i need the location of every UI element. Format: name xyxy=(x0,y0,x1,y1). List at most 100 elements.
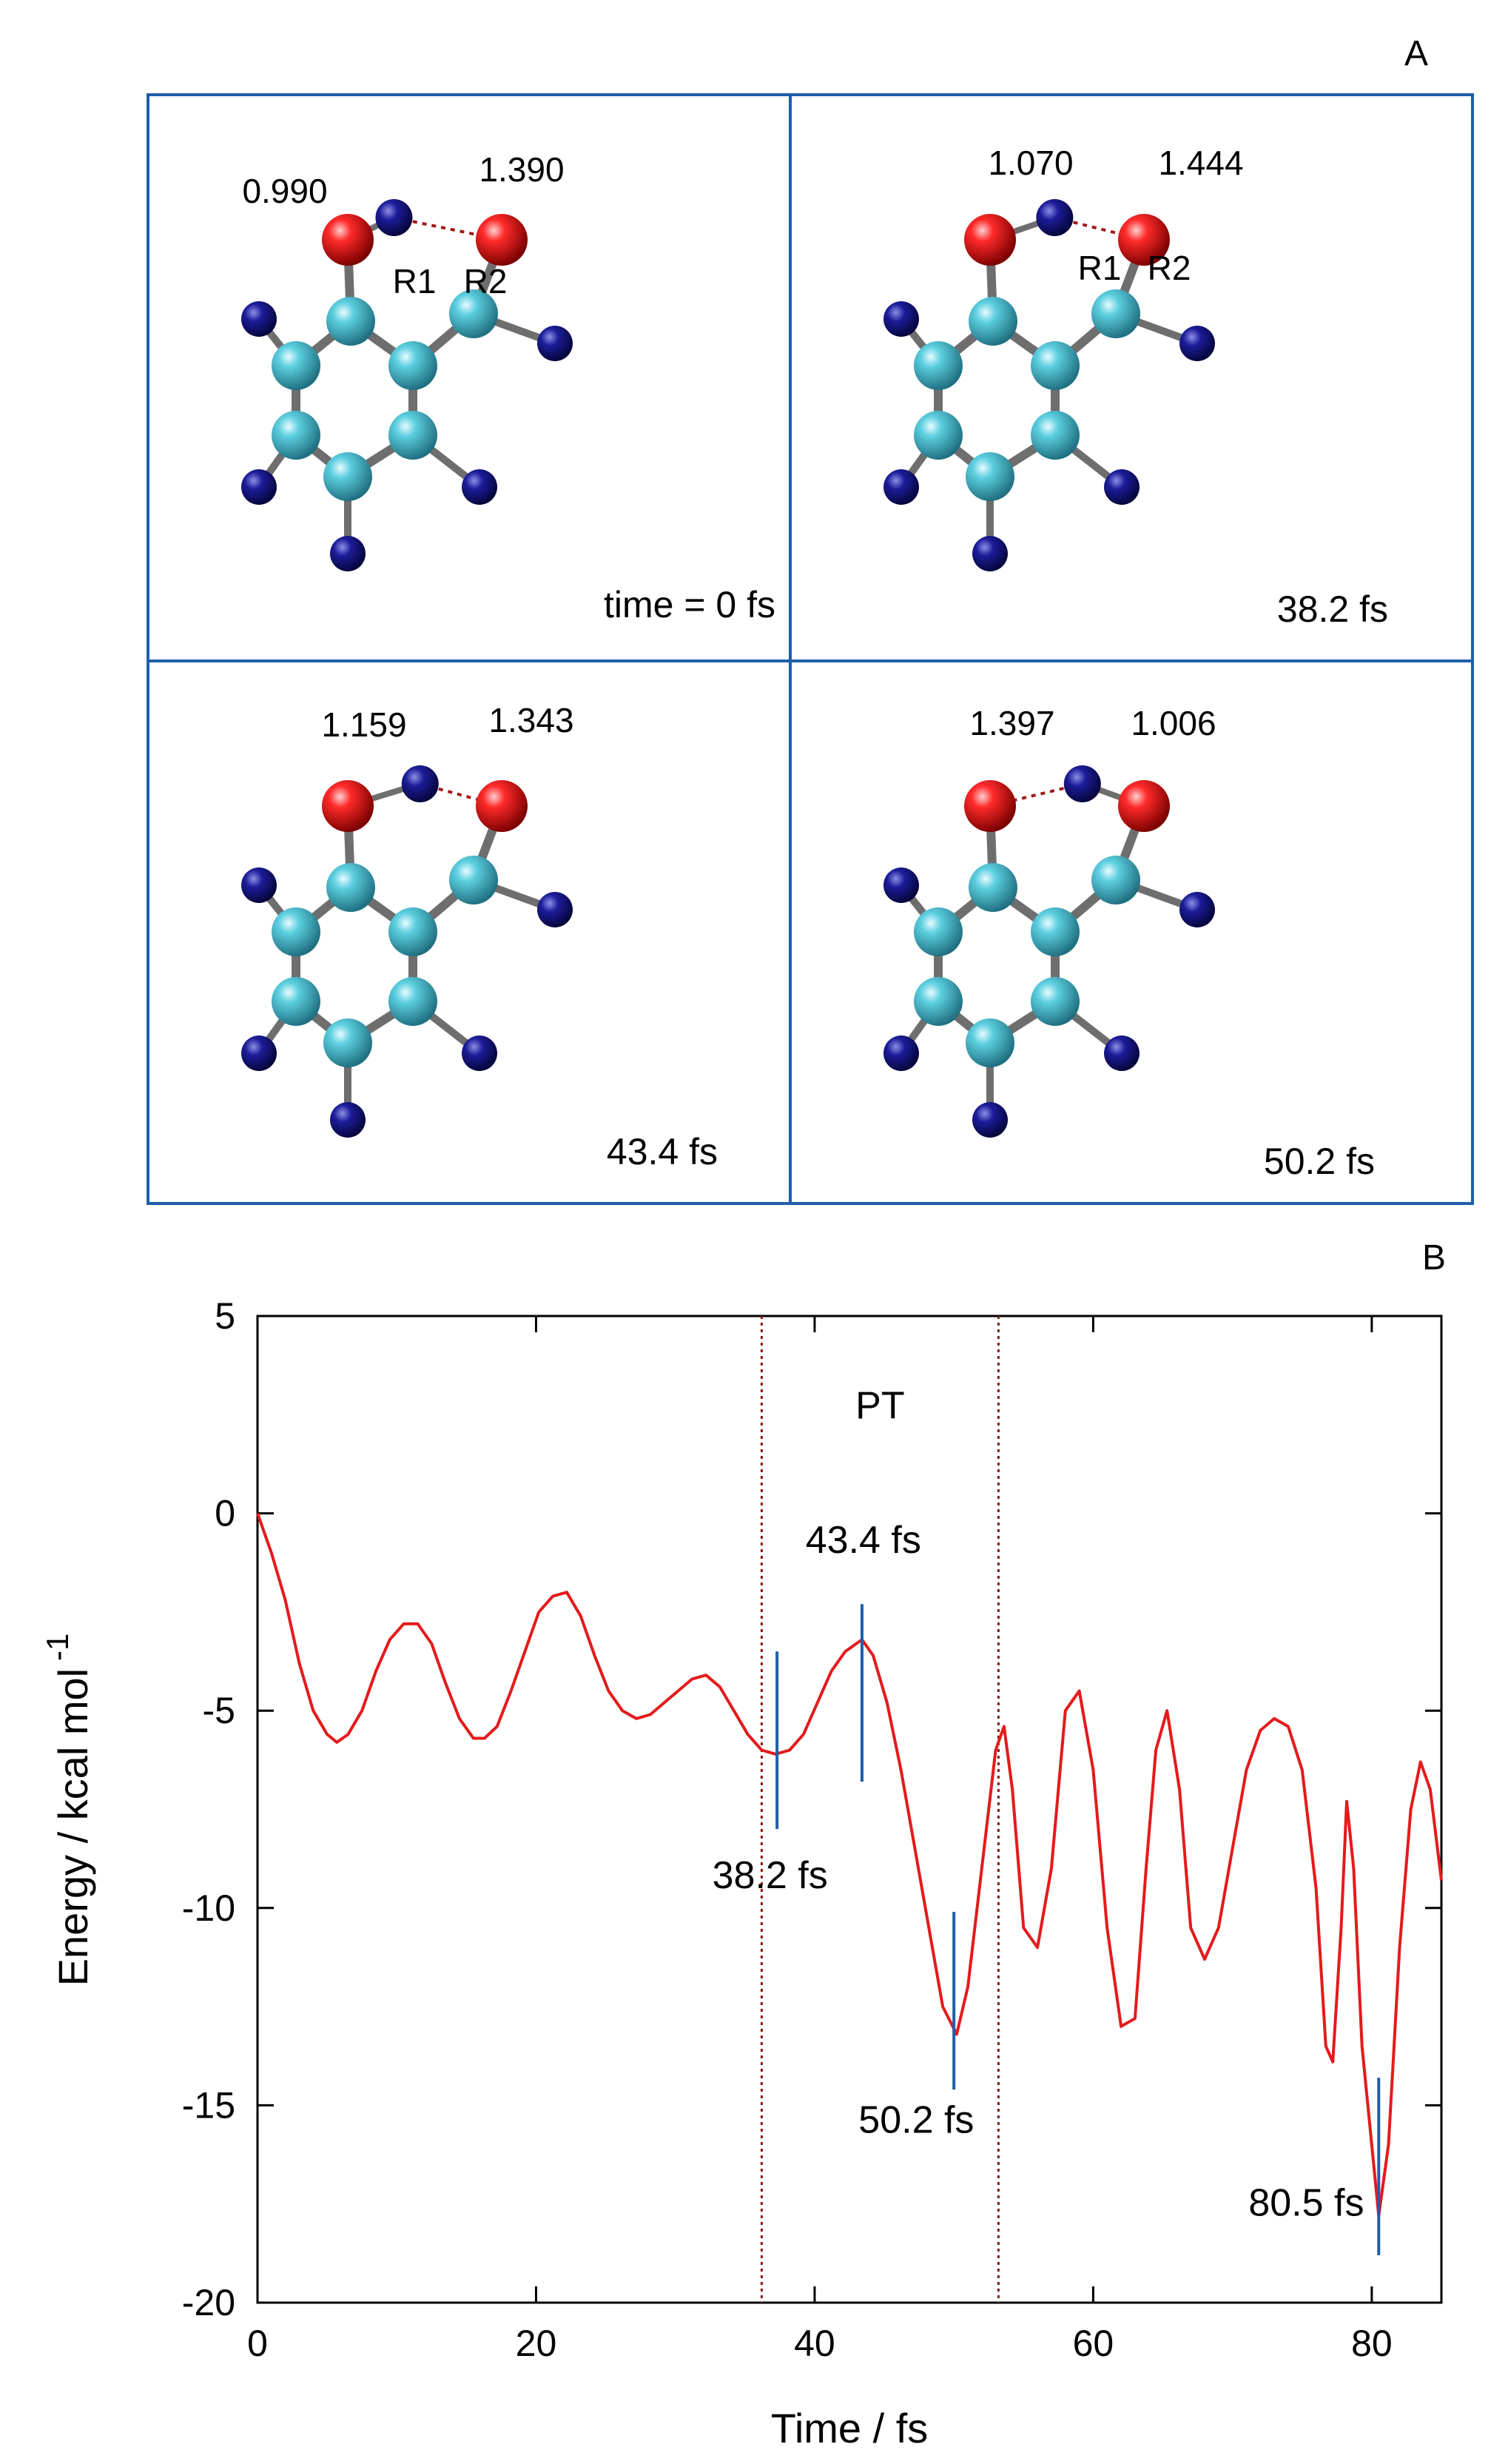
region-lines xyxy=(760,1316,1000,2303)
frame-time: 38.2 fs xyxy=(1277,588,1388,630)
panel-b-label: B xyxy=(1422,1238,1446,1278)
hydrogen-atom xyxy=(883,469,919,505)
oxygen-atom xyxy=(964,214,1016,266)
x-tick-label: 60 xyxy=(1073,2323,1114,2364)
oxygen-atom xyxy=(964,780,1016,832)
panel-b: B PT 0 20 40 60 80 5 0 -5 -10 -15 -20 38.2 fs 43.4… xyxy=(40,1238,1446,2451)
carbon-atom xyxy=(914,977,963,1026)
molecule-structure xyxy=(883,765,1215,1138)
y-tick-label: -5 xyxy=(203,1690,235,1731)
transferring-hydrogen xyxy=(1063,765,1101,802)
y-axis: 5 0 -5 -10 -15 -20 xyxy=(182,1295,1441,2323)
distance-r1: 0.990 xyxy=(242,172,327,210)
carbon-atom xyxy=(966,1018,1014,1067)
transferring-hydrogen xyxy=(1036,199,1074,236)
carbon-atom xyxy=(323,452,372,501)
carbon-atom xyxy=(272,907,320,956)
carbon-atom xyxy=(1091,856,1140,904)
x-tick-label: 20 xyxy=(516,2323,557,2364)
carbon-atom xyxy=(1031,341,1080,390)
molecule-structure xyxy=(883,199,1215,571)
time-marker-label: 50.2 fs xyxy=(858,2099,974,2142)
oxygen-atom xyxy=(322,780,374,832)
carbon-atom xyxy=(966,452,1014,501)
distance-r1: 1.397 xyxy=(969,704,1054,742)
carbon-atom xyxy=(1091,289,1140,338)
series-line xyxy=(256,1512,1443,2218)
frame-time: 43.4 fs xyxy=(607,1131,718,1172)
molecule-frame-1: 1.070 1.444 R1 R2 38.2 fs xyxy=(883,144,1388,630)
distance-r2: 1.343 xyxy=(488,701,573,739)
transferring-hydrogen xyxy=(375,199,413,236)
hydrogen-atom xyxy=(330,1102,366,1138)
time-marker-label: 80.5 fs xyxy=(1248,2182,1364,2225)
hydrogen-atom xyxy=(1104,1035,1140,1071)
hydrogen-atom xyxy=(537,326,573,361)
distance-r1: 1.070 xyxy=(988,144,1073,182)
frame-time: 50.2 fs xyxy=(1264,1141,1375,1182)
hydrogen-atom xyxy=(462,469,497,505)
hydrogen-atom xyxy=(1104,469,1140,505)
bond-label-r2: R2 xyxy=(1148,249,1191,287)
molecule-frame-2: 1.159 1.343 43.4 fs xyxy=(241,701,718,1172)
time-markers: 38.2 fs 43.4 fs 50.2 fs 80.5 fs xyxy=(713,1519,1381,2256)
carbon-atom xyxy=(969,863,1017,912)
carbon-atom xyxy=(449,856,498,904)
plot-frame xyxy=(256,1315,1443,2304)
hydrogen-atom xyxy=(241,867,277,903)
y-tick-label: 0 xyxy=(215,1493,235,1534)
molecule-structure xyxy=(241,765,573,1138)
y-tick-label: -15 xyxy=(182,2084,235,2126)
x-tick-label: 0 xyxy=(247,2323,268,2364)
molecule-frame-3: 1.397 1.006 50.2 fs xyxy=(883,704,1375,1182)
hydrogen-atom xyxy=(883,867,919,903)
hydrogen-atom xyxy=(330,536,366,571)
hydrogen-atom xyxy=(1179,892,1215,927)
carbon-atom xyxy=(272,977,320,1026)
y-tick-label: 5 xyxy=(215,1295,235,1337)
molecule-structure xyxy=(241,199,573,571)
hydrogen-atom xyxy=(972,1102,1008,1138)
hydrogen-atom xyxy=(462,1035,497,1071)
carbon-atom xyxy=(969,297,1017,346)
distance-r2: 1.390 xyxy=(479,150,564,189)
x-tick-label: 40 xyxy=(794,2323,835,2364)
carbon-atom xyxy=(323,1018,372,1067)
carbon-atom xyxy=(914,341,963,390)
hydrogen-atom xyxy=(537,892,573,927)
hydrogen-atom xyxy=(972,536,1008,571)
carbon-atom xyxy=(388,341,437,390)
carbon-atom xyxy=(326,863,375,912)
hydrogen-atom xyxy=(241,1035,277,1071)
hydrogen-atom xyxy=(241,301,277,337)
bond-label-r1: R1 xyxy=(393,262,437,301)
carbon-atom xyxy=(1031,977,1080,1026)
y-axis-label-exponent: -1 xyxy=(40,1634,75,1661)
panel-a: A 0.990 1.390 R1 R2 time = 0 fs 1.070 1.… xyxy=(147,34,1474,1205)
oxygen-atom xyxy=(1118,214,1170,266)
oxygen-atom xyxy=(476,214,528,266)
hydrogen-atom xyxy=(1179,326,1215,361)
time-marker-label: 43.4 fs xyxy=(806,1519,921,1562)
frame-time: time = 0 fs xyxy=(604,584,775,625)
hydrogen-atom xyxy=(883,1035,919,1071)
hydrogen-atom xyxy=(241,469,277,505)
carbon-atom xyxy=(914,907,963,956)
x-axis-label: Time / fs xyxy=(771,2405,929,2451)
transferring-hydrogen xyxy=(401,765,439,802)
bond-label-r1: R1 xyxy=(1078,249,1122,287)
carbon-atom xyxy=(449,289,498,338)
distance-r1: 1.159 xyxy=(321,705,406,744)
carbon-atom xyxy=(914,411,963,460)
y-axis-label-text: Energy / kcal mol xyxy=(50,1668,96,1987)
oxygen-atom xyxy=(476,780,528,832)
distance-r2: 1.006 xyxy=(1131,704,1216,742)
carbon-atom xyxy=(388,907,437,956)
carbon-atom xyxy=(1031,907,1080,956)
hydrogen-atom xyxy=(883,301,919,337)
carbon-atom xyxy=(326,297,375,346)
panel-a-label: A xyxy=(1404,34,1428,73)
oxygen-atom xyxy=(1118,780,1170,832)
carbon-atom xyxy=(272,341,320,390)
